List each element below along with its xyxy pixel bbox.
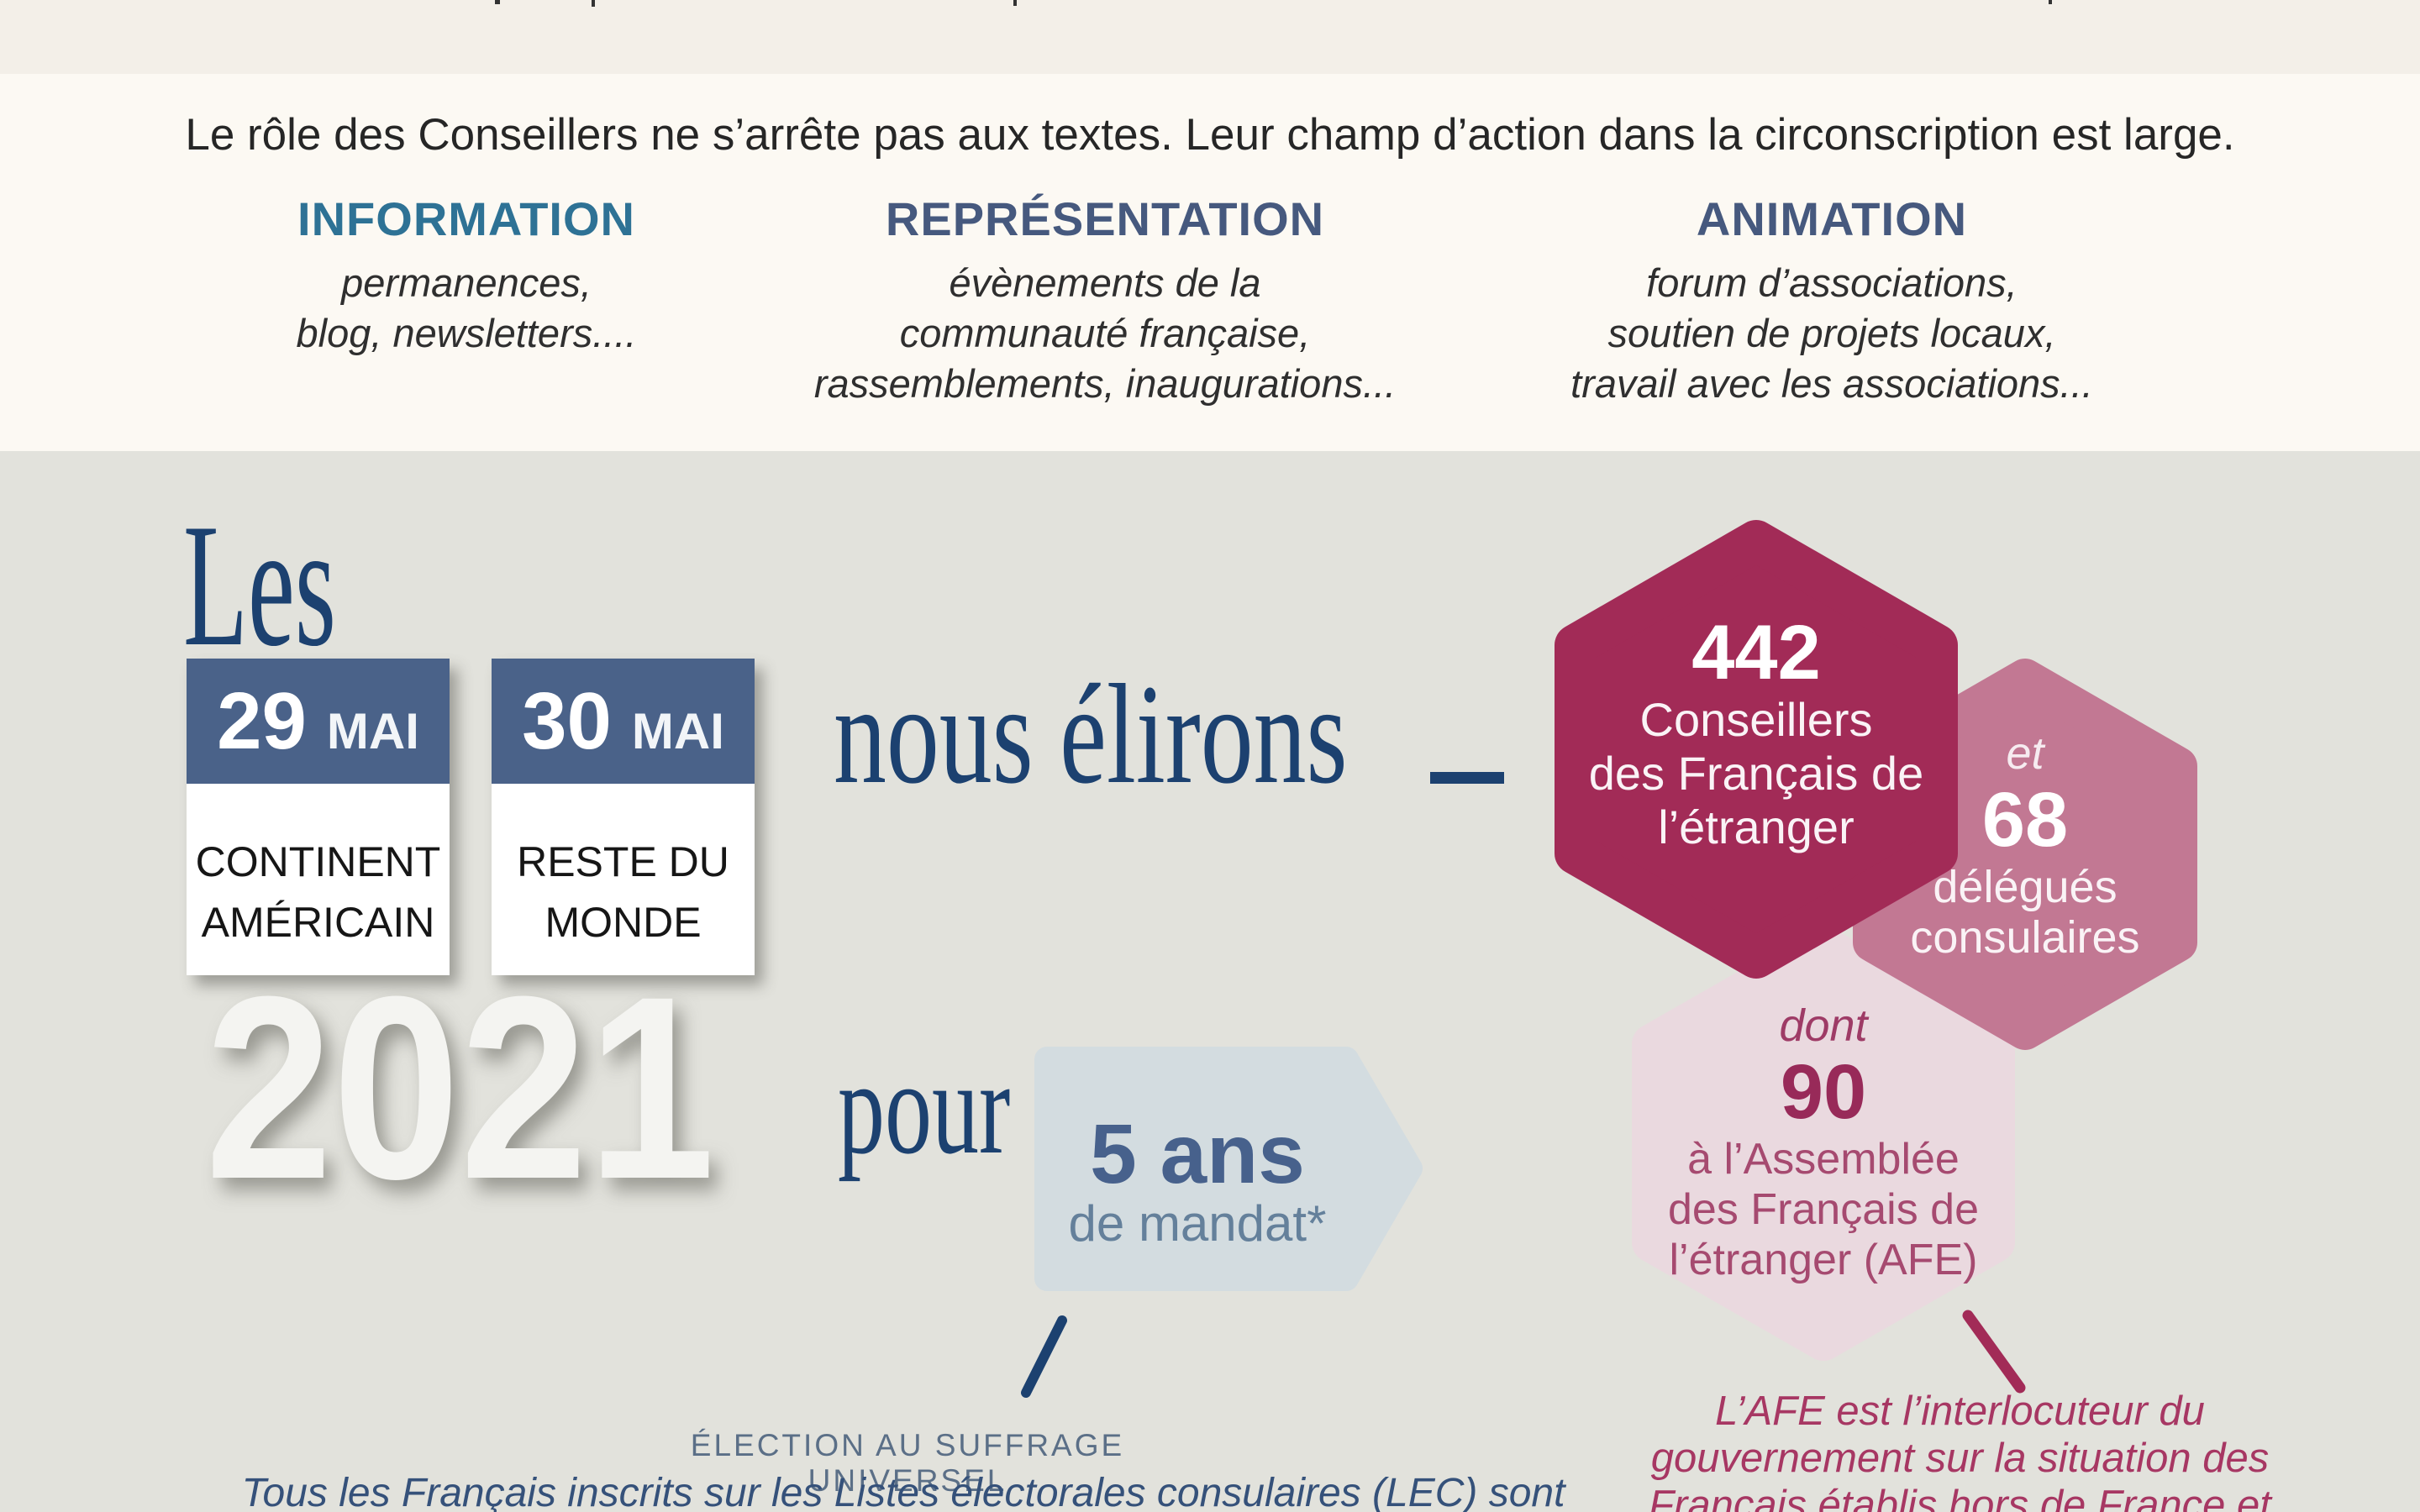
column-line: communauté française, bbox=[899, 311, 1311, 355]
date-card-29-mai: 29 MAI CONTINENT AMÉRICAIN bbox=[187, 659, 450, 975]
afe-label-line: des Français de bbox=[1668, 1185, 1979, 1234]
year-2021: 2021 bbox=[205, 942, 715, 1233]
column-title: REPRÉSENTATION bbox=[885, 192, 1325, 245]
conseillers-count: 442 bbox=[1691, 610, 1821, 696]
column-representation: REPRÉSENTATION évènements de la communau… bbox=[781, 192, 1428, 409]
afe-note: L’AFE est l’interlocuteur du gouvernemen… bbox=[1643, 1388, 2277, 1512]
hexagon-afe-text: dont 90 à l’Assemblée des Français de l’… bbox=[1639, 1001, 2008, 1285]
column-line: blog, newsletters.... bbox=[296, 311, 637, 355]
date-card-region: CONTINENT AMÉRICAIN bbox=[187, 784, 450, 975]
column-information: INFORMATION permanences, blog, newslette… bbox=[202, 192, 731, 359]
column-line: rassemblements, inaugurations... bbox=[813, 361, 1397, 406]
pour-label: pour bbox=[838, 1032, 1011, 1182]
afe-prefix: dont bbox=[1779, 1000, 1868, 1051]
delegues-label-line: délégués bbox=[1933, 862, 2118, 912]
suffrage-connector-slash bbox=[1021, 1315, 1067, 1398]
hexagon-delegues-text: et 68 délégués consulaires bbox=[1865, 729, 2185, 963]
date-month: MAI bbox=[326, 703, 419, 759]
column-animation: ANIMATION forum d’associations, soutien … bbox=[1504, 192, 2160, 409]
top-band bbox=[0, 0, 2420, 74]
column-line: permanences, bbox=[341, 260, 592, 305]
column-title: INFORMATION bbox=[297, 192, 635, 245]
afe-label-line: l’étranger (AFE) bbox=[1669, 1236, 1978, 1284]
hexagon-conseillers-text: 442 Conseillers des Français de l’étrang… bbox=[1571, 613, 1941, 854]
afe-note-line: L’AFE est l’interlocuteur du bbox=[1715, 1389, 2205, 1434]
mandate-tag: 5 ans de mandat* bbox=[1042, 1112, 1353, 1252]
column-title: ANIMATION bbox=[1696, 192, 1968, 245]
cropped-text-fragment bbox=[1013, 0, 1017, 6]
cropped-text-fragment bbox=[592, 0, 595, 7]
mandate-arrow-shape bbox=[1034, 1047, 1423, 1291]
suffrage-heading: ÉLECTION AU SUFFRAGE UNIVERSEL bbox=[690, 1428, 1125, 1498]
les-label: Les bbox=[183, 488, 336, 683]
cropped-text-fragment bbox=[2049, 0, 2052, 4]
roles-section bbox=[0, 74, 2420, 451]
region-line: RESTE DU bbox=[517, 838, 729, 885]
conseillers-label-line: Conseillers bbox=[1639, 693, 1873, 746]
hexagon-conseillers-shape bbox=[1555, 520, 1958, 979]
mandate-duration: 5 ans bbox=[1090, 1107, 1305, 1201]
afe-count: 90 bbox=[1780, 1049, 1867, 1135]
date-month: MAI bbox=[631, 703, 724, 759]
column-line: soutien de projets locaux, bbox=[1607, 311, 2056, 355]
page-title: Le rôle des Conseillers ne s’arrête pas … bbox=[185, 110, 2235, 160]
region-line: AMÉRICAIN bbox=[201, 899, 435, 946]
cropped-text-fragment bbox=[495, 0, 500, 4]
column-line: travail avec les associations... bbox=[1570, 361, 2093, 406]
column-line: évènements de la bbox=[949, 260, 1261, 305]
delegues-count: 68 bbox=[1981, 777, 2069, 863]
mandate-subtitle: de mandat* bbox=[1068, 1195, 1327, 1252]
nous-elirons-text: nous élirons bbox=[834, 655, 1348, 813]
afe-note-line: gouvernement sur la situation des bbox=[1650, 1436, 2270, 1481]
delegues-prefix: et bbox=[2006, 728, 2044, 779]
conseillers-label-line: l’étranger bbox=[1658, 801, 1854, 853]
suffrage-description: Tous les Français inscrits sur les Liste… bbox=[241, 1471, 1565, 1512]
date-day: 29 bbox=[217, 676, 307, 766]
delegues-label-line: consulaires bbox=[1910, 912, 2140, 963]
date-card-30-mai: 30 MAI RESTE DU MONDE bbox=[492, 659, 755, 975]
date-card-header: 29 MAI bbox=[187, 659, 450, 784]
column-line: forum d’associations, bbox=[1646, 260, 2018, 305]
region-line: MONDE bbox=[544, 899, 702, 946]
hexagon-afe-shape bbox=[1632, 926, 2015, 1361]
region-line: CONTINENT bbox=[195, 838, 441, 885]
date-card-header: 30 MAI bbox=[492, 659, 755, 784]
date-card-region: RESTE DU MONDE bbox=[492, 784, 755, 975]
afe-note-line: Français établis hors de France et les bbox=[1649, 1483, 2271, 1512]
conseillers-label-line: des Français de bbox=[1588, 747, 1924, 800]
date-day: 30 bbox=[522, 676, 612, 766]
afe-label-line: à l’Assemblée bbox=[1687, 1135, 1960, 1184]
afe-connector-slash bbox=[1962, 1310, 2026, 1394]
